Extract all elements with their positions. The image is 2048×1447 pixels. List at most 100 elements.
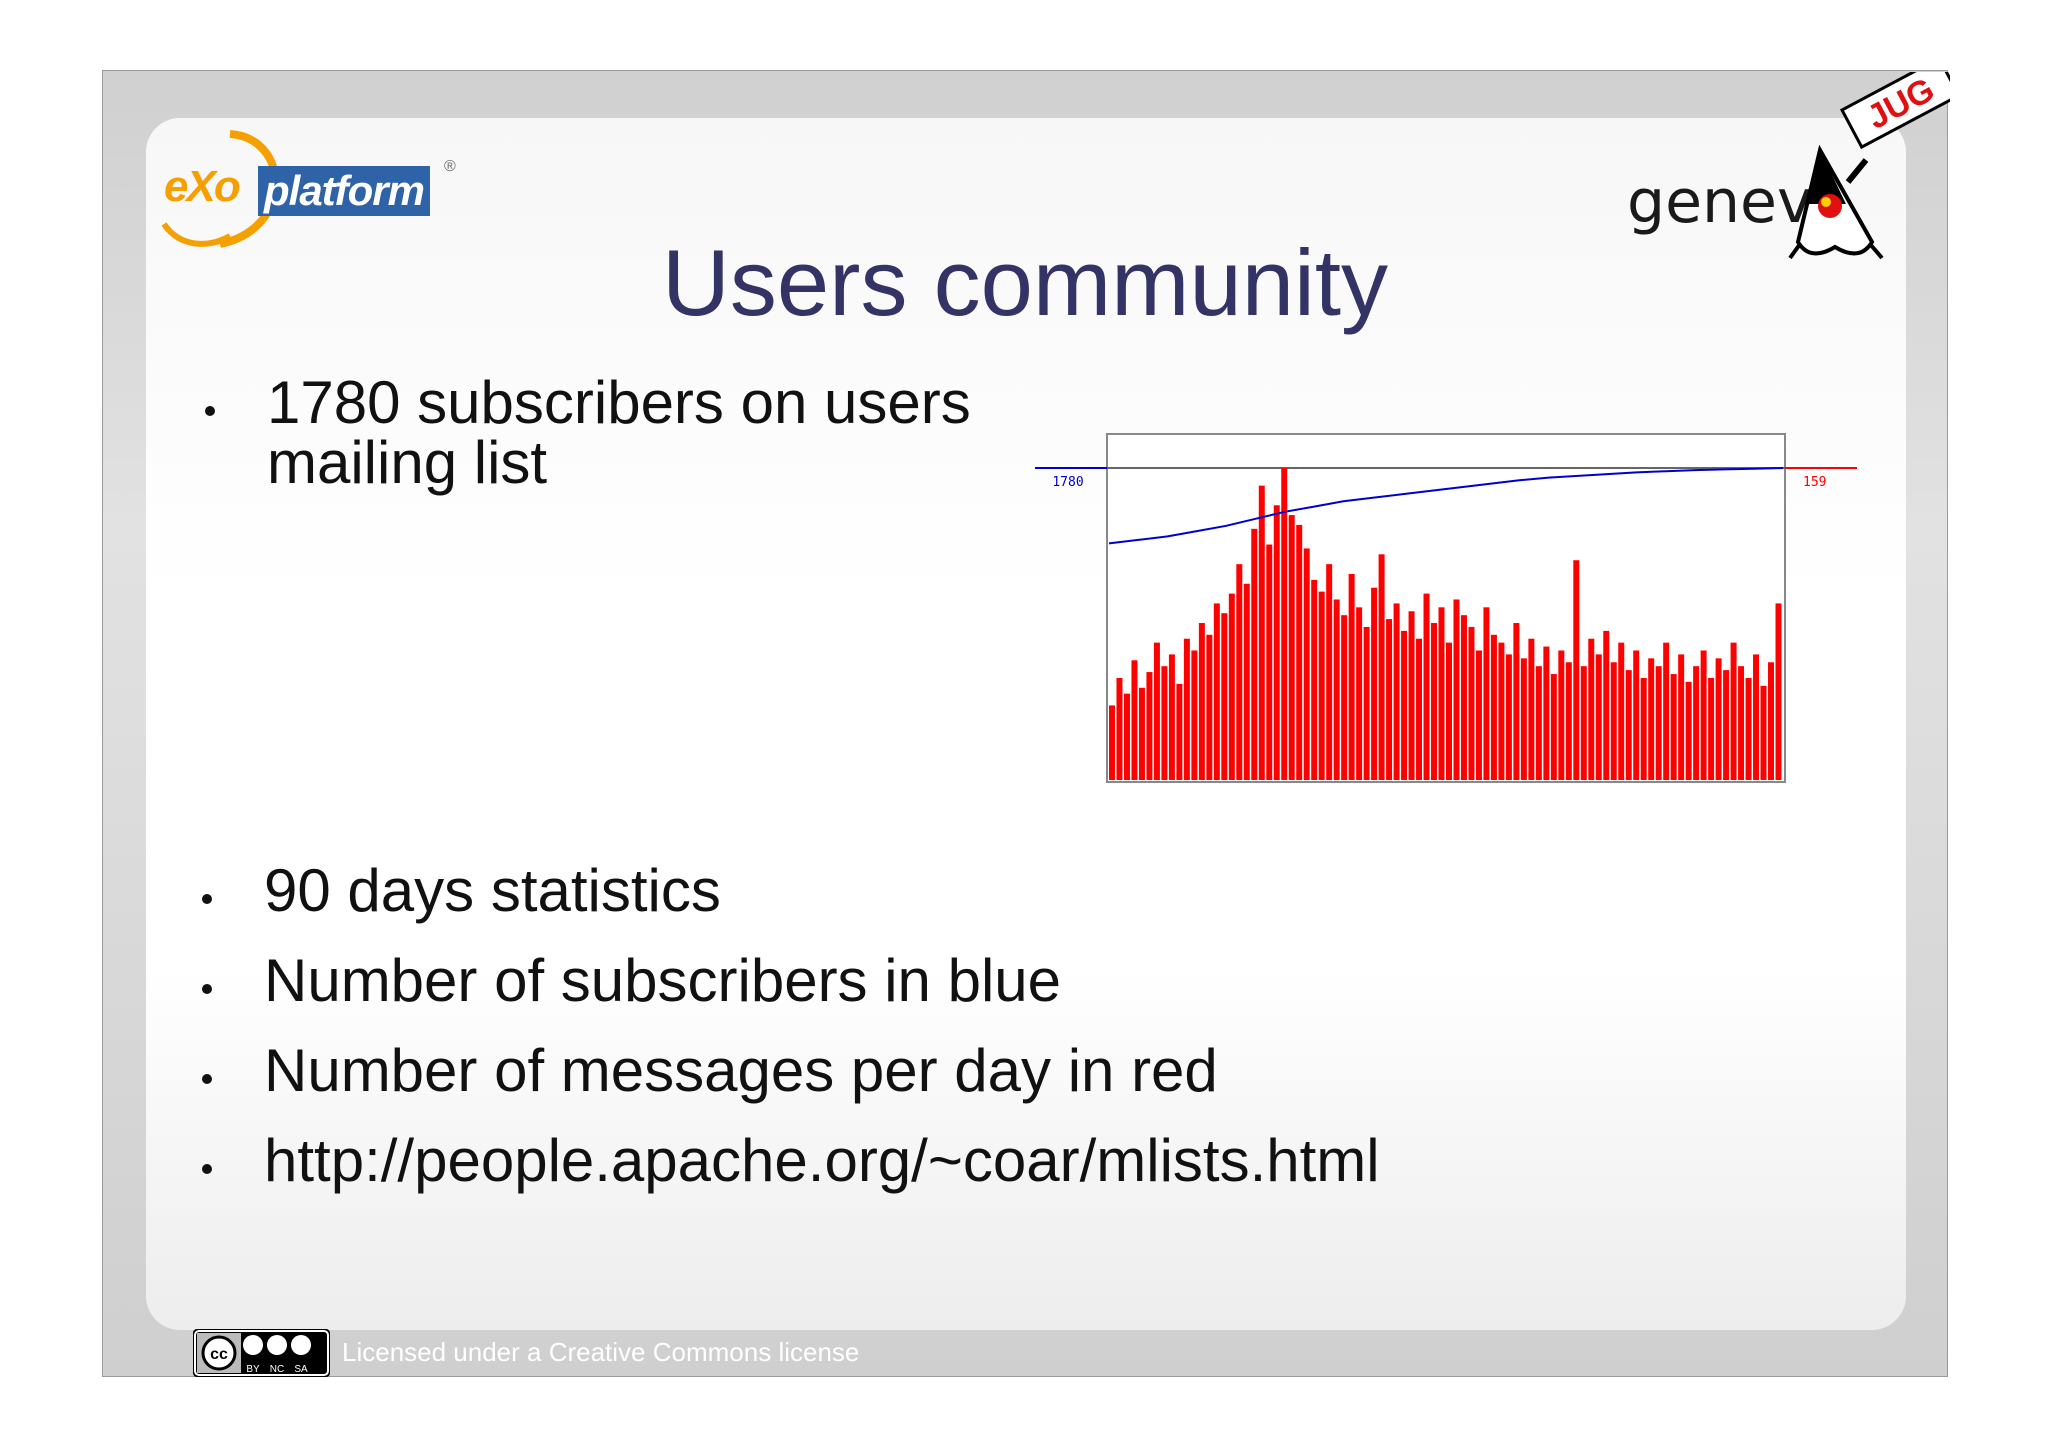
message-bar: [1565, 662, 1572, 780]
message-bar: [1363, 626, 1370, 780]
message-bar: [1333, 599, 1340, 780]
bullet-text: 90 days statistics: [264, 857, 721, 924]
message-bar: [1715, 658, 1722, 780]
message-bar: [1341, 615, 1348, 780]
slide-title: Users community: [661, 230, 1389, 335]
message-bar: [1775, 603, 1782, 780]
message-bar: [1588, 638, 1595, 780]
message-bar: [1153, 642, 1160, 780]
message-bar: [1303, 548, 1310, 780]
message-bar: [1610, 662, 1617, 780]
message-bar: [1213, 603, 1220, 780]
chart-svg: 1780 159: [1035, 433, 1857, 783]
chart-left-axis-label: 1780: [1052, 475, 1083, 490]
message-bar: [1745, 677, 1752, 780]
bullet-text: 1780 subscribers on users: [267, 369, 971, 436]
message-bar: [1318, 591, 1325, 780]
message-bar: [1431, 623, 1438, 780]
message-bar: [1408, 611, 1415, 780]
message-bar: [1633, 650, 1640, 780]
cc-label-by: BY: [246, 1364, 260, 1375]
duke-mascot-icon: JUG: [1788, 72, 1950, 260]
message-bar: [1648, 658, 1655, 780]
message-bar: [1183, 638, 1190, 780]
message-bar: [1738, 666, 1745, 780]
creative-commons-by-nc-sa-icon: cc BY NC SA: [193, 1329, 330, 1377]
bullet-dot: [202, 1074, 212, 1084]
chart-messages-bars: [1109, 468, 1782, 780]
message-bar: [1573, 560, 1580, 780]
message-bar: [1206, 634, 1213, 780]
message-bar: [1243, 583, 1250, 780]
message-bar: [1198, 623, 1205, 780]
message-bar: [1326, 564, 1333, 780]
message-bar: [1580, 666, 1587, 780]
message-bar: [1109, 705, 1115, 780]
message-bar: [1640, 677, 1647, 780]
svg-text:cc: cc: [210, 1346, 228, 1363]
bullet-text-continued: mailing list: [267, 429, 548, 496]
message-bar: [1753, 654, 1760, 780]
exo-text: eXo: [164, 162, 241, 211]
bullet-text: Number of subscribers in blue: [264, 947, 1062, 1014]
message-bar: [1708, 677, 1715, 780]
message-bar: [1438, 607, 1445, 780]
message-bar: [1490, 634, 1497, 780]
mlists-link[interactable]: http://people.apache.org/~coar/mlists.ht…: [264, 1127, 1380, 1194]
bullet-dot: [202, 1164, 212, 1174]
message-bar: [1281, 468, 1288, 780]
message-bar: [1730, 642, 1737, 780]
genev-text: genev: [1627, 167, 1813, 237]
message-bar: [1453, 599, 1460, 780]
message-bar: [1273, 505, 1280, 780]
message-bar: [1258, 485, 1265, 780]
message-bar: [1168, 654, 1175, 780]
message-bar: [1446, 642, 1452, 780]
message-bar: [1371, 587, 1378, 780]
message-bar: [1760, 685, 1767, 780]
message-bar: [1535, 666, 1542, 780]
chart-right-axis-label: 159: [1803, 475, 1826, 490]
bullet-text: Number of messages per day in red: [264, 1037, 1218, 1104]
bullet-dot: [202, 984, 212, 994]
message-bar: [1685, 681, 1692, 780]
message-bar: [1401, 630, 1408, 780]
message-bar: [1296, 524, 1303, 780]
message-bar: [1768, 662, 1775, 780]
platform-text: platform: [258, 166, 430, 216]
mailing-list-chart: 1780 159: [1035, 430, 1860, 790]
message-bar: [1416, 638, 1423, 780]
message-bar: [1236, 564, 1243, 780]
message-bar: [1670, 674, 1677, 780]
message-bar: [1311, 579, 1318, 780]
chart-subscribers-line: [1108, 467, 1784, 545]
message-bar: [1543, 646, 1550, 780]
message-bar: [1505, 654, 1512, 780]
message-bar: [1475, 650, 1482, 780]
bullet-dot: [205, 406, 215, 416]
message-bar: [1288, 515, 1295, 780]
message-bar: [1161, 666, 1168, 780]
message-bar: [1618, 642, 1625, 780]
message-bar: [1498, 642, 1505, 780]
message-bar: [1663, 642, 1670, 780]
cc-badge-icon: cc BY NC SA: [194, 1330, 329, 1376]
message-bar: [1483, 607, 1490, 780]
message-bar: [1423, 593, 1430, 780]
message-bar: [1550, 674, 1557, 780]
message-bar: [1513, 623, 1520, 780]
message-bar: [1678, 654, 1685, 780]
message-bar: [1146, 672, 1153, 780]
message-bar: [1558, 650, 1565, 780]
message-bar: [1191, 650, 1198, 780]
message-bar: [1176, 683, 1183, 780]
message-bar: [1348, 573, 1355, 780]
exo-platform-logo: eXo platform ®: [160, 128, 480, 248]
bullet-dot: [202, 894, 212, 904]
message-bar: [1693, 666, 1700, 780]
message-bar: [1603, 630, 1610, 780]
message-bar: [1138, 687, 1145, 780]
message-bar: [1266, 544, 1273, 780]
message-bar: [1123, 693, 1130, 780]
license-text: Licensed under a Creative Commons licens…: [342, 1337, 860, 1367]
